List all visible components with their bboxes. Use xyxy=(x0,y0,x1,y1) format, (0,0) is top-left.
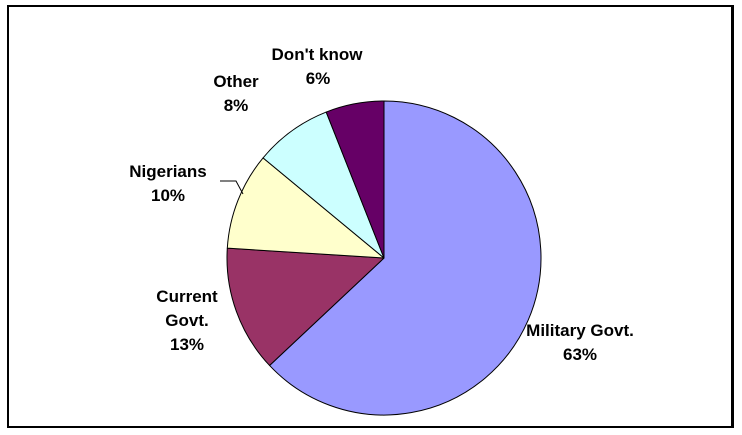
data-labels: Military Govt. 63% Current Govt. 13% Nigerian… xyxy=(129,45,634,364)
pie-slice-military-govt xyxy=(269,100,542,416)
leader-lines xyxy=(220,180,244,195)
pie-slice-nigerians xyxy=(226,157,385,259)
data-label-dont-know: Don't know xyxy=(272,45,364,64)
pie-slice-current-govt xyxy=(226,247,385,366)
data-label-other: Other 8% xyxy=(213,72,259,115)
data-label-nigerians: Nigerians 10% xyxy=(129,162,206,205)
data-label-current-govt: Current Govt. 13% xyxy=(156,287,218,354)
leader-line-nigerians xyxy=(220,180,244,195)
data-label-value-dont-know: 6% xyxy=(306,69,331,88)
pie-slice-dont-know xyxy=(325,100,385,259)
pie-slices xyxy=(226,100,542,416)
data-label-military-govt: Military Govt. 63% xyxy=(526,321,634,364)
